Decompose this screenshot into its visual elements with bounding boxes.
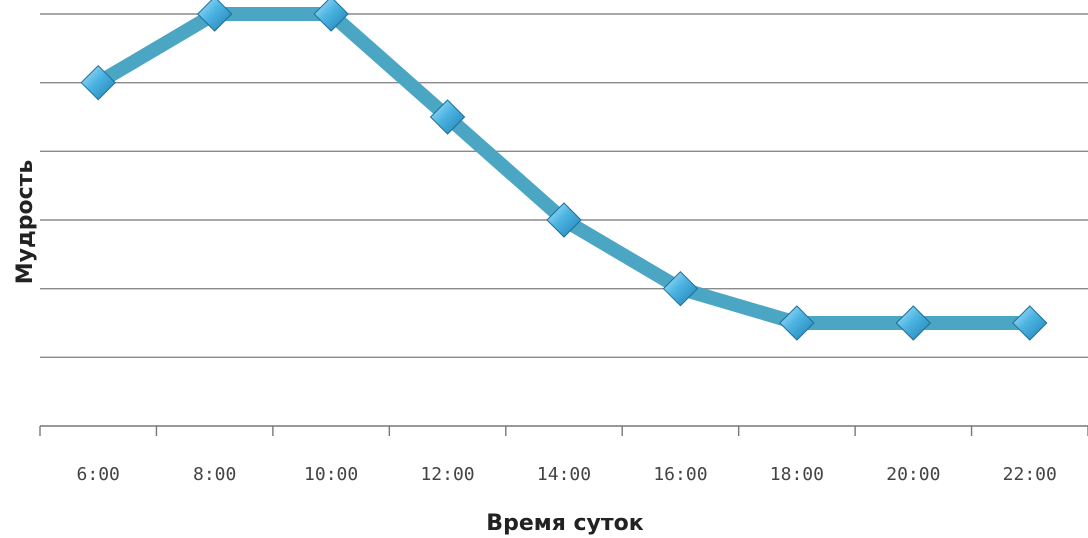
x-tick-labels: 6:00 8:00 10:00 12:00 14:00 16:00 18:00 20:00 22… <box>77 464 1057 485</box>
data-point-marker <box>429 99 466 135</box>
data-point-marker <box>80 64 116 101</box>
data-point-marker <box>779 305 815 341</box>
x-tick-label: 8:00 <box>193 464 236 485</box>
x-tick-label: 12:00 <box>420 464 474 485</box>
data-point-marker <box>313 0 349 32</box>
x-tick-label: 6:00 <box>77 464 120 485</box>
series-polyline <box>91 7 1037 330</box>
x-tick-label: 14:00 <box>537 464 591 485</box>
data-point-marker <box>1012 305 1048 341</box>
data-markers <box>80 0 1048 341</box>
x-tick-label: 16:00 <box>653 464 707 485</box>
x-axis-title: Время суток <box>486 511 643 536</box>
gridlines <box>40 13 1088 359</box>
series-line <box>91 7 1037 330</box>
x-tick-label: 18:00 <box>770 464 824 485</box>
x-axis <box>39 425 1088 436</box>
data-point-marker <box>662 270 699 307</box>
data-point-marker <box>196 0 233 32</box>
data-point-marker <box>895 305 932 341</box>
x-tick-label: 10:00 <box>304 464 358 485</box>
y-axis-title: Мудрость <box>13 160 38 285</box>
x-tick-label: 22:00 <box>1003 464 1057 485</box>
x-tick-label: 20:00 <box>886 464 940 485</box>
data-point-marker <box>546 202 582 238</box>
